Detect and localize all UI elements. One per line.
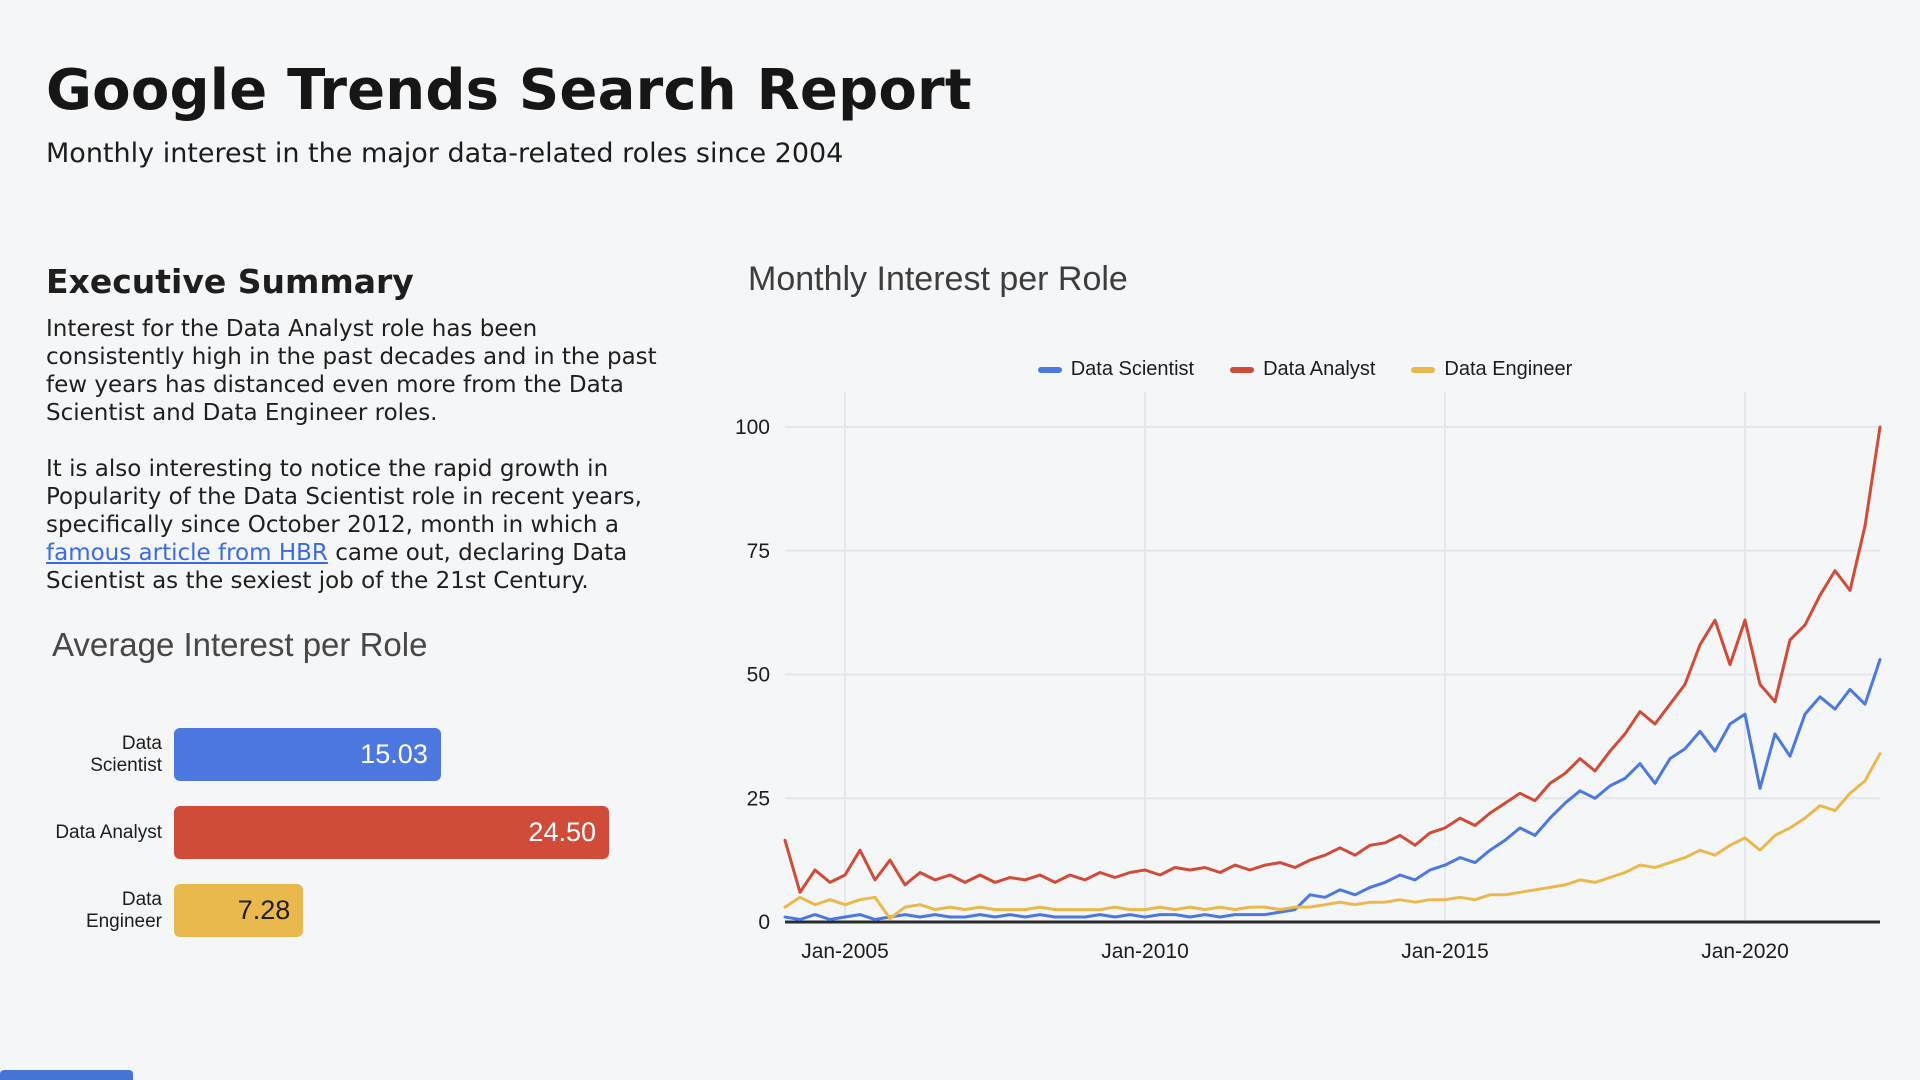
legend-item-data-analyst: Data Analyst [1230,358,1375,381]
y-tick-label: 25 [747,787,770,810]
line-chart-title: Monthly Interest per Role [748,260,1128,298]
legend-label: Data Analyst [1263,358,1376,380]
line-series-data-scientist [783,658,1882,921]
legend-item-data-engineer: Data Engineer [1411,358,1572,381]
summary-paragraph-2-text: It is also interesting to notice the rap… [46,456,642,538]
line-series-data-engineer [783,752,1882,920]
bar-row: Data Engineer 7.28 [50,884,670,937]
x-tick-label: Jan-2010 [1101,940,1189,963]
bar-chart-title: Average Interest per Role [52,626,428,663]
y-tick-label: 0 [758,911,770,934]
legend-swatch-icon [1411,366,1436,373]
bar-fill-data-engineer: 7.28 [174,884,304,937]
bar-row: Data Analyst 24.50 [50,806,670,859]
page-title: Google Trends Search Report [46,58,972,123]
legend-label: Data Engineer [1444,358,1573,380]
bar-value-label: 15.03 [360,739,428,769]
hbr-article-link[interactable]: famous article from HBR [46,540,328,566]
bar-value-label: 7.28 [237,895,291,925]
summary-paragraph-2-text-after: came out, declaring Data Scientist as th… [46,540,628,594]
executive-summary-section: Executive Summary Interest for the Data … [46,262,666,623]
line-chart-legend: Data Scientist Data Analyst Data Engineer [700,358,1910,381]
summary-heading: Executive Summary [46,262,414,301]
summary-paragraph-1: Interest for the Data Analyst role has b… [46,316,657,426]
legend-item-data-scientist: Data Scientist [1037,358,1195,381]
bar-fill-data-scientist: 15.03 [174,728,441,781]
legend-swatch-icon [1037,366,1062,373]
average-interest-bar-chart: Data Scientist 15.03 Data Analyst 24.50 … [50,728,670,962]
y-tick-label: 50 [747,664,770,687]
y-tick-label: 100 [735,416,770,439]
bar-category-label: Data Scientist [90,732,162,776]
bar-value-label: 24.50 [528,817,596,847]
bar-category-label: Data Analyst [55,821,162,843]
footer-accent-bar [0,1070,133,1080]
summary-paragraph-2: It is also interesting to notice the rap… [46,455,666,595]
legend-label: Data Scientist [1070,358,1195,380]
x-tick-label: Jan-2005 [801,940,889,963]
legend-swatch-icon [1230,366,1255,373]
bar-row: Data Scientist 15.03 [50,728,670,781]
x-tick-label: Jan-2020 [1701,940,1789,963]
bar-category-label: Data Engineer [85,888,162,932]
y-tick-label: 75 [747,540,770,563]
page-subtitle: Monthly interest in the major data-relat… [46,138,844,169]
x-tick-label: Jan-2015 [1401,940,1489,963]
bar-fill-data-analyst: 24.50 [174,806,609,859]
monthly-interest-line-chart: Jan-2005 Jan-2010 Jan-2015 Jan-2020 0 25 50 75 1… [735,392,1882,963]
line-series-data-analyst [783,425,1882,894]
